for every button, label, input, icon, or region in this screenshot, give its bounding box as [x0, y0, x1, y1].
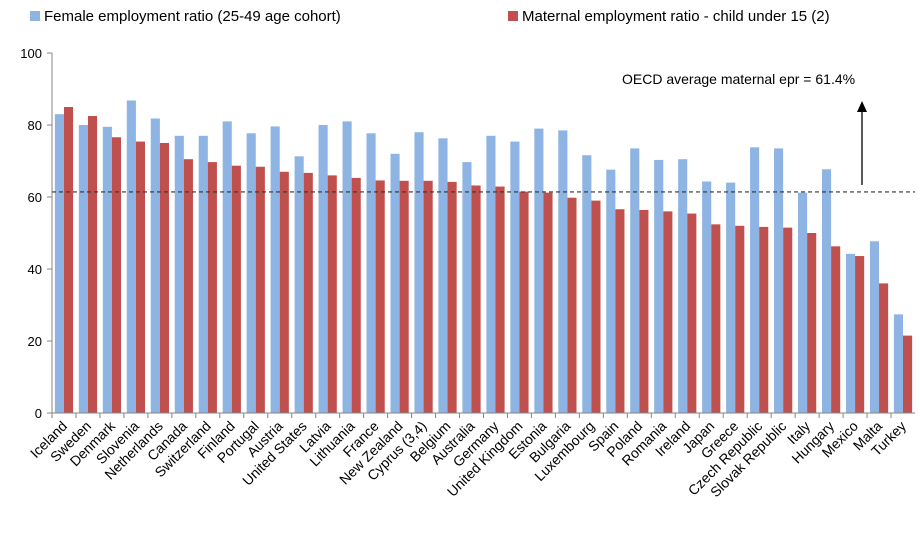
bar-female [702, 181, 712, 413]
bar-female [774, 148, 784, 413]
bars [54, 100, 913, 414]
bar-female [222, 121, 232, 414]
bar-female [678, 159, 688, 413]
bar-maternal [471, 185, 481, 413]
bar-maternal [711, 224, 721, 413]
bar-maternal [687, 213, 697, 413]
bar-maternal [63, 107, 74, 413]
bar-female [438, 138, 448, 413]
bar-maternal [255, 166, 265, 413]
bar-female [78, 125, 88, 413]
bar-maternal [159, 143, 169, 413]
bar-maternal [639, 209, 649, 413]
bar-maternal [735, 225, 745, 413]
bar-female [486, 135, 496, 414]
legend-label-maternal: Maternal employment ratio - child under … [522, 8, 830, 25]
bar-female [366, 133, 376, 413]
bar-maternal [591, 200, 601, 413]
bar-female [534, 128, 544, 413]
bar-female [318, 125, 328, 413]
bar-maternal [615, 209, 625, 413]
bar-female [869, 241, 880, 413]
bar-female [462, 162, 472, 413]
bar-maternal [783, 227, 793, 413]
bar-female [893, 314, 904, 413]
bar-female [150, 118, 160, 414]
bar-maternal [87, 116, 98, 413]
y-tick-label: 60 [28, 190, 42, 205]
y-tick-label: 40 [28, 262, 42, 277]
bar-maternal [903, 335, 913, 413]
oecd-average-label: OECD average maternal epr = 61.4% [622, 71, 855, 87]
legend: Female employment ratio (25-49 age cohor… [30, 8, 830, 25]
bar-maternal [327, 175, 337, 413]
bar-female [54, 114, 64, 413]
bar-maternal [519, 191, 529, 413]
bar-maternal [807, 233, 817, 413]
y-axis: 0 20 40 60 80 100 [20, 46, 53, 421]
bar-maternal [543, 192, 553, 413]
bar-maternal [375, 180, 385, 413]
bar-maternal [399, 180, 409, 413]
bar-maternal [135, 141, 146, 413]
legend-swatch-maternal [508, 11, 518, 21]
bar-maternal [831, 246, 841, 413]
legend-swatch-female [30, 11, 40, 21]
bar-maternal [879, 283, 889, 413]
bar-female [821, 169, 832, 413]
bar-female [845, 253, 856, 413]
bar-female [390, 153, 400, 414]
bar-female [606, 169, 616, 413]
bar-maternal [423, 180, 433, 413]
bar-female [630, 148, 640, 413]
legend-label-female: Female employment ratio (25-49 age cohor… [44, 8, 341, 25]
bar-female [558, 130, 568, 413]
bar-maternal [567, 197, 577, 413]
bar-maternal [111, 137, 122, 414]
bar-maternal [279, 171, 289, 413]
bar-female [342, 121, 352, 414]
bar-maternal [759, 226, 769, 413]
bar-female [582, 155, 592, 414]
bar-maternal [855, 256, 865, 413]
bar-female [726, 182, 736, 413]
bar-female [510, 141, 520, 413]
bar-maternal [207, 162, 217, 413]
bar-maternal [183, 159, 193, 413]
y-tick-label: 20 [28, 334, 42, 349]
annotation-arrow [857, 101, 867, 185]
y-tick-label: 80 [28, 118, 42, 133]
bar-female [198, 135, 208, 414]
bar-maternal [351, 177, 361, 413]
bar-maternal [495, 186, 505, 413]
bar-female [750, 147, 760, 413]
bar-maternal [447, 181, 457, 413]
bar-female [654, 159, 664, 413]
bar-maternal [231, 165, 241, 413]
x-axis: IcelandSwedenDenmarkSloveniaNetherlandsC… [27, 412, 915, 500]
bar-female [246, 133, 256, 413]
y-tick-label: 100 [20, 46, 42, 61]
bar-maternal [303, 172, 313, 413]
bar-female [270, 126, 280, 413]
bar-female [294, 156, 304, 413]
bar-maternal [663, 211, 673, 413]
bar-female [414, 132, 424, 413]
bar-female [174, 135, 184, 414]
bar-female [798, 192, 808, 413]
bar-female [126, 100, 136, 414]
bar-female [102, 126, 112, 414]
y-tick-label: 0 [35, 406, 42, 421]
